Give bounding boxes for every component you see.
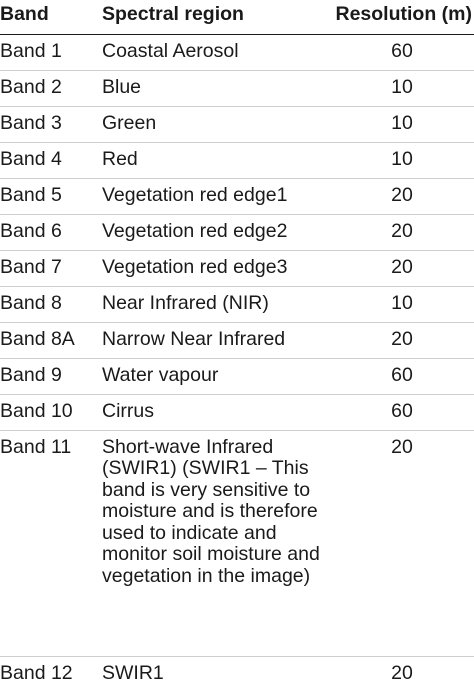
band-cell: Band 4 (0, 142, 102, 179)
resolution-cell: 20 (330, 178, 474, 215)
table-row: Band 4 Red 10 (0, 142, 474, 179)
table-row: Band 10 Cirrus 60 (0, 394, 474, 431)
band-cell: Band 11 (0, 430, 102, 657)
header-spectral-region: Spectral region (102, 0, 330, 35)
region-cell: Cirrus (102, 394, 330, 431)
band-cell: Band 10 (0, 394, 102, 431)
region-cell: Water vapour (102, 358, 330, 395)
band-cell: Band 5 (0, 178, 102, 215)
table-row: Band 11 Short-wave Infrared (SWIR1) (SWI… (0, 430, 474, 657)
table-row: Band 8 Near Infrared (NIR) 10 (0, 286, 474, 323)
header-row: Band Spectral region Resolution (m) (0, 0, 474, 35)
region-cell: Short-wave Infrared (SWIR1) (SWIR1 – Thi… (102, 430, 330, 657)
table-row: Band 6 Vegetation red edge2 20 (0, 214, 474, 251)
resolution-cell: 60 (330, 358, 474, 395)
table-row: Band 3 Green 10 (0, 106, 474, 143)
band-cell: Band 8A (0, 322, 102, 359)
resolution-cell: 20 (330, 250, 474, 287)
table-row: Band 8A Narrow Near Infrared 20 (0, 322, 474, 359)
region-cell: Green (102, 106, 330, 143)
band-cell: Band 3 (0, 106, 102, 143)
resolution-cell: 10 (330, 286, 474, 323)
resolution-cell: 20 (330, 430, 474, 657)
band-cell: Band 12 (0, 661, 73, 684)
band-cell: Band 1 (0, 34, 102, 71)
region-cell: Coastal Aerosol (102, 34, 330, 71)
table-row: Band 9 Water vapour 60 (0, 358, 474, 395)
region-cell: Red (102, 142, 330, 179)
resolution-cell: 10 (330, 106, 474, 143)
region-cell: Vegetation red edge1 (102, 178, 330, 215)
table-row: Band 7 Vegetation red edge3 20 (0, 250, 474, 287)
table-row: Band 2 Blue 10 (0, 70, 474, 107)
table-row: Band 1 Coastal Aerosol 60 (0, 34, 474, 71)
region-cell: Vegetation red edge2 (102, 214, 330, 251)
header-resolution: Resolution (m) (330, 0, 474, 35)
band-cell: Band 7 (0, 250, 102, 287)
table-row: Band 5 Vegetation red edge1 20 (0, 178, 474, 215)
resolution-cell: 20 (330, 214, 474, 251)
band-cell: Band 9 (0, 358, 102, 395)
resolution-cell: 10 (330, 70, 474, 107)
band-cell: Band 8 (0, 286, 102, 323)
header-band: Band (0, 0, 102, 35)
table-row: Band 12 SWIR1 20 (0, 656, 474, 693)
region-cell: SWIR1 (102, 661, 164, 684)
resolution-cell: 60 (330, 34, 474, 71)
region-cell: Near Infrared (NIR) (102, 286, 330, 323)
resolution-cell: 20 (330, 322, 474, 359)
band-cell: Band 2 (0, 70, 102, 107)
resolution-cell: 20 (391, 661, 413, 684)
resolution-cell: 10 (330, 142, 474, 179)
region-cell: Narrow Near Infrared (102, 322, 330, 359)
band-cell: Band 6 (0, 214, 102, 251)
resolution-cell: 60 (330, 394, 474, 431)
region-cell: Blue (102, 70, 330, 107)
region-cell: Vegetation red edge3 (102, 250, 330, 287)
